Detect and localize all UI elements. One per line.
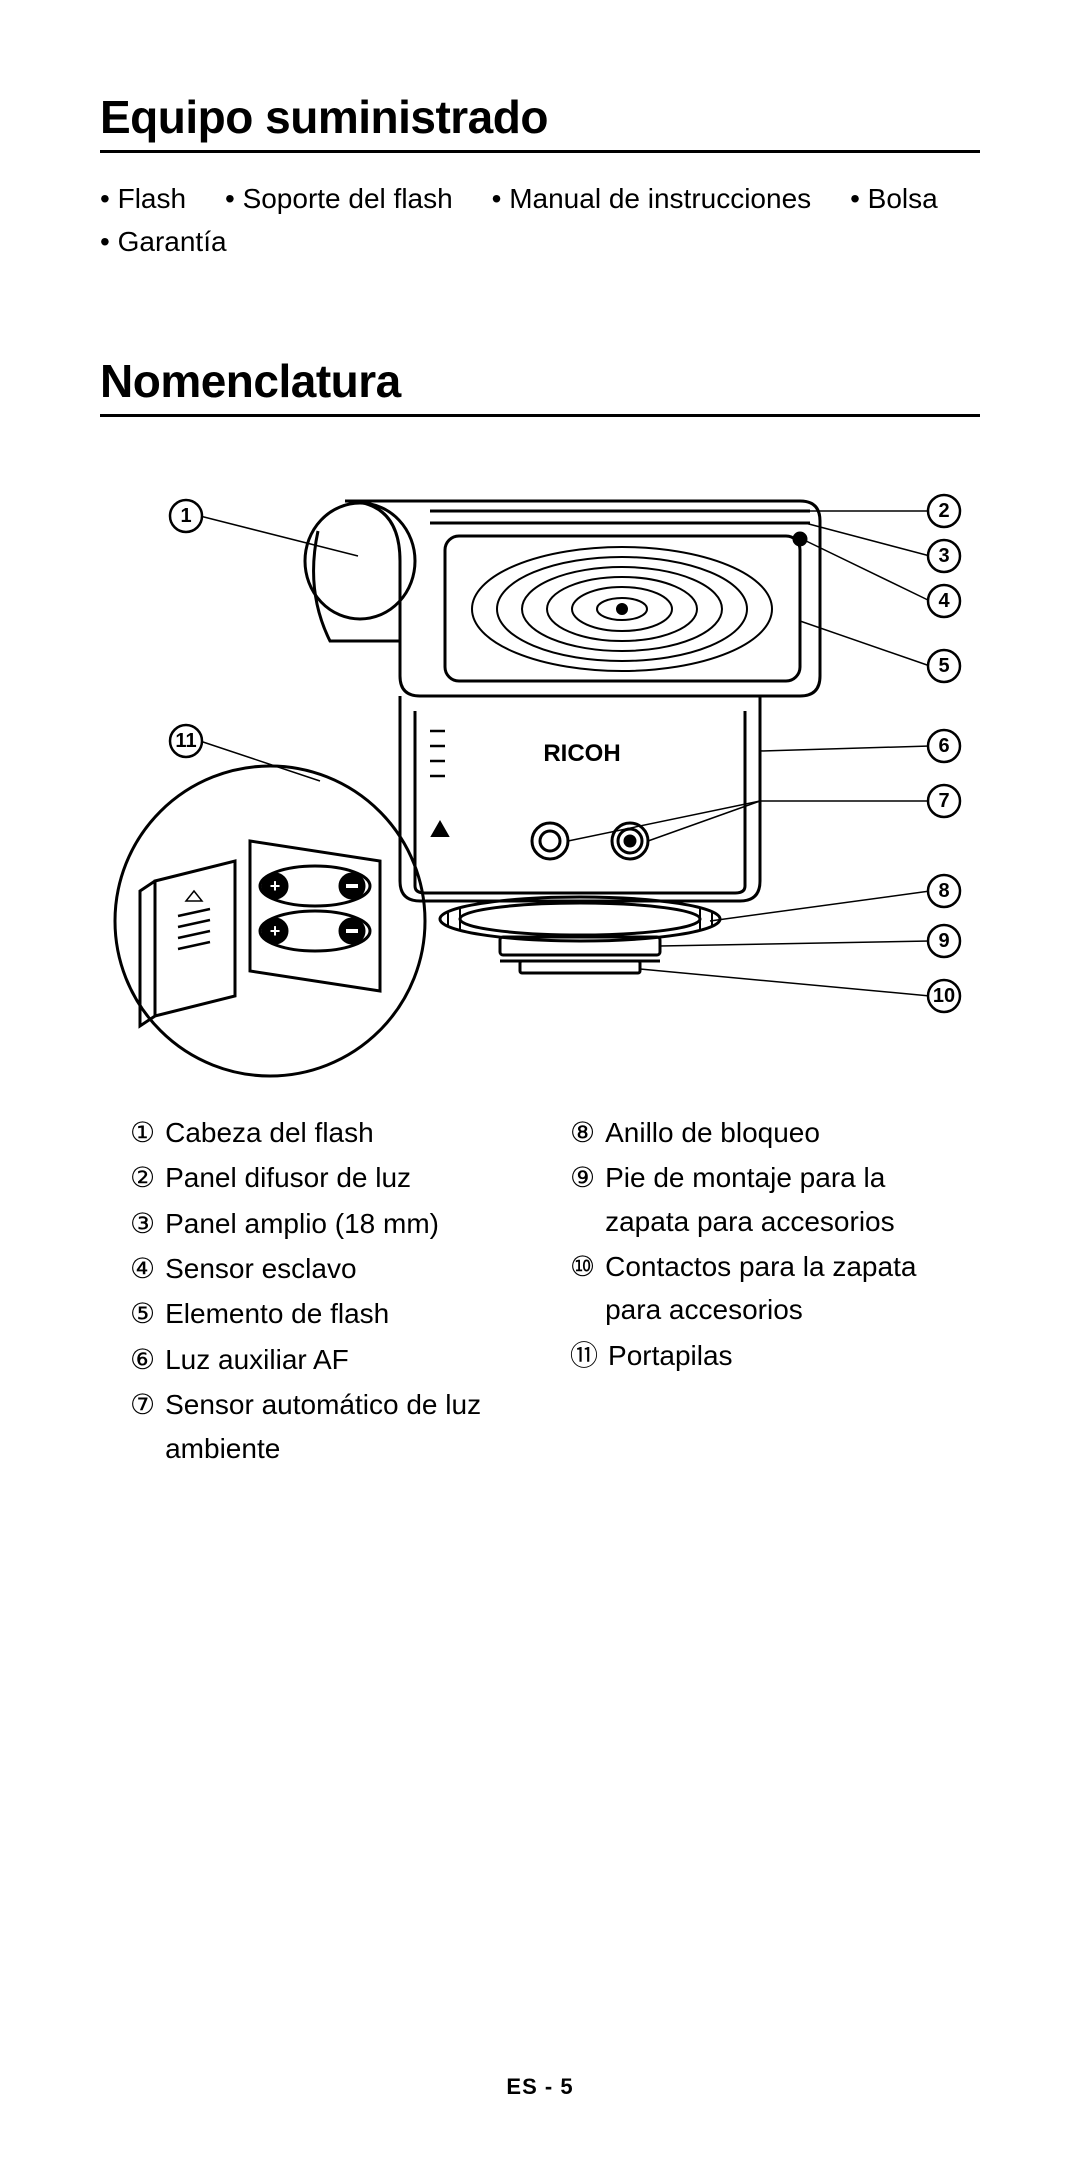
legend-num: ⑥ — [130, 1338, 155, 1381]
legend-text: Sensor esclavo — [165, 1247, 356, 1290]
legend-item: ⑤Elemento de flash — [130, 1292, 510, 1335]
callout-1: 1 — [180, 505, 191, 527]
legend-num: ⑨ — [570, 1156, 595, 1199]
legend-item: ⑦Sensor automático de luz ambiente — [130, 1383, 510, 1470]
legend-item: ①Cabeza del flash — [130, 1111, 510, 1154]
legend-num: ⑧ — [570, 1111, 595, 1154]
supplied-item: Flash — [100, 183, 186, 214]
callout-11: 11 — [175, 730, 196, 752]
legend-text: Pie de montaje para la zapata para acces… — [605, 1156, 950, 1243]
callout-8: 8 — [938, 880, 949, 902]
callout-4: 4 — [938, 590, 950, 612]
brand-label: RICOH — [543, 740, 620, 767]
section-heading-supplied: Equipo suministrado — [100, 90, 980, 153]
legend-item: ⑧Anillo de bloqueo — [570, 1111, 950, 1154]
nomenclature-legend: ①Cabeza del flash ②Panel difusor de luz … — [100, 1111, 980, 1472]
legend-col-right: ⑧Anillo de bloqueo ⑨Pie de montaje para … — [570, 1111, 950, 1472]
legend-text: Luz auxiliar AF — [165, 1338, 349, 1381]
legend-num: ④ — [130, 1247, 155, 1290]
supplied-item: Soporte del flash — [225, 183, 453, 214]
supplied-item: Garantía — [100, 226, 227, 257]
legend-col-left: ①Cabeza del flash ②Panel difusor de luz … — [130, 1111, 510, 1472]
callout-3: 3 — [938, 545, 949, 567]
svg-text:+: + — [270, 921, 281, 941]
legend-text: Panel amplio (18 mm) — [165, 1202, 439, 1245]
section-heading-nomenclature: Nomenclatura — [100, 354, 980, 417]
page-footer: ES - 5 — [0, 2074, 1080, 2100]
legend-item: ③Panel amplio (18 mm) — [130, 1202, 510, 1245]
legend-item: ②Panel difusor de luz — [130, 1156, 510, 1199]
legend-text: Contactos para la zapata para accesorios — [605, 1245, 950, 1332]
legend-item: ⑩Contactos para la zapata para accesorio… — [570, 1245, 950, 1332]
callout-9: 9 — [938, 930, 949, 952]
legend-text: Cabeza del flash — [165, 1111, 374, 1154]
legend-text: Panel difusor de luz — [165, 1156, 411, 1199]
callout-6: 6 — [938, 735, 949, 757]
callout-7: 7 — [938, 790, 949, 812]
legend-text: Portapilas — [608, 1334, 733, 1377]
callout-2: 2 — [938, 500, 949, 522]
legend-num: ⑤ — [130, 1292, 155, 1335]
supplied-items-list: Flash Soporte del flash Manual de instru… — [100, 177, 980, 264]
legend-item: ⑨Pie de montaje para la zapata para acce… — [570, 1156, 950, 1243]
legend-num: ② — [130, 1156, 155, 1199]
supplied-item: Manual de instrucciones — [492, 183, 812, 214]
legend-text: Anillo de bloqueo — [605, 1111, 820, 1154]
legend-num: ⑦ — [130, 1383, 155, 1426]
legend-item: ⑪Portapilas — [570, 1334, 950, 1377]
legend-item: ⑥Luz auxiliar AF — [130, 1338, 510, 1381]
callout-5: 5 — [938, 655, 949, 677]
svg-text:+: + — [270, 876, 281, 896]
callout-10: 10 — [933, 985, 955, 1007]
legend-num: ⑩ — [570, 1245, 595, 1288]
legend-num: ③ — [130, 1202, 155, 1245]
legend-text: Sensor automático de luz ambiente — [165, 1383, 510, 1470]
legend-num: ⑪ — [570, 1334, 598, 1377]
supplied-item: Bolsa — [850, 183, 938, 214]
legend-num: ① — [130, 1111, 155, 1154]
legend-text: Elemento de flash — [165, 1292, 389, 1335]
flash-diagram: RICOH — [100, 441, 980, 1081]
legend-item: ④Sensor esclavo — [130, 1247, 510, 1290]
